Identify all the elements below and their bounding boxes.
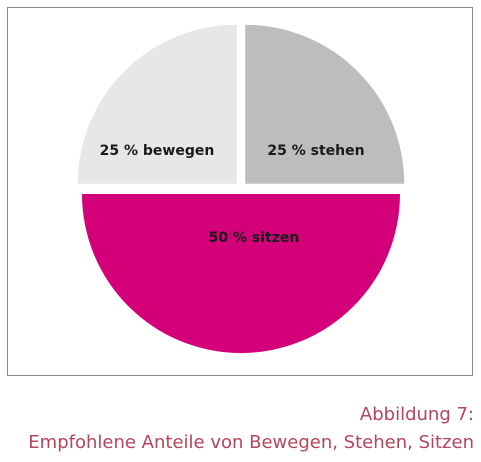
figure-number: Abbildung 7: <box>359 404 474 425</box>
slice-bewegen <box>77 24 237 184</box>
pie-chart: 25 % bewegen 25 % stehen 50 % sitzen <box>77 24 405 353</box>
slice-label-stehen: 25 % stehen <box>267 143 364 159</box>
slice-sitzen <box>82 194 400 353</box>
chart-frame: 25 % bewegen 25 % stehen 50 % sitzen <box>7 7 473 376</box>
slice-label-bewegen: 25 % bewegen <box>100 143 215 159</box>
slice-stehen <box>245 24 405 184</box>
slice-label-sitzen: 50 % sitzen <box>209 230 300 246</box>
figure-caption: Empfohlene Anteile von Bewegen, Stehen, … <box>28 432 474 453</box>
